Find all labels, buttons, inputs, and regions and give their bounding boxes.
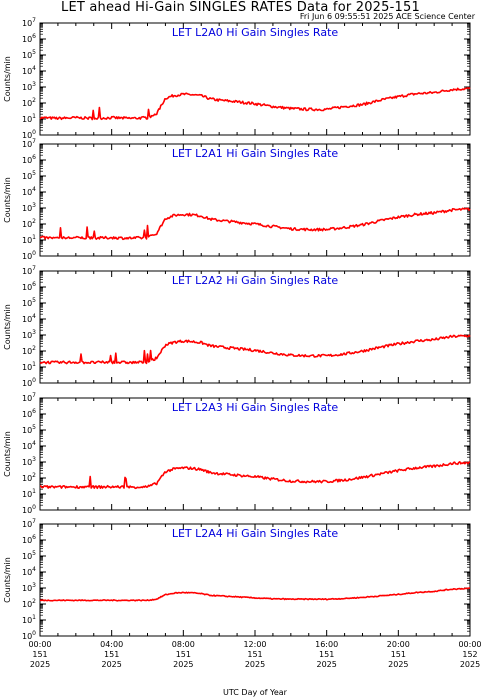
x-tick-label: 151 [247,650,262,659]
series-line [39,461,471,490]
y-tick-label: 106 [22,408,36,419]
panel-title: LET L2A4 Hi Gain Singles Rate [172,527,339,540]
x-tick-label: 151 [319,650,334,659]
y-tick-label: 105 [22,424,36,435]
x-tick-label: 2025 [316,660,336,669]
y-tick-label: 107 [22,265,36,276]
y-tick-label: 106 [22,534,36,545]
y-tick-label: 101 [22,488,36,499]
panel-frame [39,143,471,257]
y-tick-label: 102 [22,218,36,229]
x-tick-label: 20:00 [387,640,410,649]
x-tick-label: 2025 [30,660,50,669]
y-tick-label: 103 [22,582,36,593]
y-tick-label: 102 [22,472,36,483]
y-tick-label: 103 [22,81,36,92]
y-tick-label: 101 [22,113,36,124]
panel-frame [39,270,471,384]
y-tick-label: 104 [22,440,36,451]
x-tick-label: 2025 [173,660,193,669]
x-tick-label: 151 [176,650,191,659]
y-tick-label: 104 [22,566,36,577]
x-axis-label: UTC Day of Year [223,688,288,697]
x-tick-label: 2025 [245,660,265,669]
y-tick-label: 107 [22,518,36,529]
x-tick-label: 16:00 [315,640,338,649]
x-tick-label: 00:00 [458,640,481,649]
y-tick-label: 102 [22,345,36,356]
x-tick-label: 12:00 [243,640,266,649]
x-tick-label: 2025 [460,660,480,669]
x-tick-label: 151 [32,650,47,659]
panel-0: 100 101 102 103 104 105 106 107 Counts/min LET L2… [3,17,471,140]
x-tick-label: 151 [391,650,406,659]
y-tick-label: 106 [22,154,36,165]
x-tick-label: 152 [462,650,477,659]
x-tick-label: 08:00 [172,640,195,649]
y-axis-label: Counts/min [3,557,12,603]
y-tick-label: 100 [22,129,36,140]
y-tick-label: 101 [22,361,36,372]
x-tick-label: 00:00 [28,640,51,649]
panel-frame [39,523,471,637]
x-tick-label: 04:00 [100,640,123,649]
y-tick-label: 105 [22,170,36,181]
x-tick-label: 2025 [388,660,408,669]
x-tick-label: 2025 [101,660,121,669]
panel-title: LET L2A1 Hi Gain Singles Rate [172,147,339,160]
y-tick-label: 100 [22,630,36,641]
y-tick-label: 103 [22,456,36,467]
y-axis-label: Counts/min [3,304,12,350]
series-line [39,587,470,602]
y-tick-label: 107 [22,392,36,403]
y-tick-label: 105 [22,49,36,60]
y-tick-label: 105 [22,297,36,308]
y-tick-label: 101 [22,614,36,625]
panel-3: 100 101 102 103 104 105 106 107 Counts/min LET L2… [3,392,471,515]
y-tick-label: 106 [22,281,36,292]
y-tick-label: 107 [22,138,36,149]
y-axis-label: Counts/min [3,56,12,102]
chart-title: LET ahead Hi-Gain SINGLES RATES Data for… [61,0,420,15]
panel-frame [39,397,471,511]
y-tick-label: 100 [22,504,36,515]
y-tick-label: 107 [22,17,36,28]
panel-2: 100 101 102 103 104 105 106 107 Counts/min LET L2… [3,265,471,388]
y-tick-label: 104 [22,65,36,76]
y-axis-label: Counts/min [3,431,12,477]
panel-title: LET L2A3 Hi Gain Singles Rate [172,401,339,414]
panel-1: 100 101 102 103 104 105 106 107 Counts/min LET L2… [3,138,471,261]
x-tick-label: 151 [104,650,119,659]
series-line [39,207,471,241]
panel-4: 100 101 102 103 104 105 106 107 Counts/min LET L2… [3,518,471,641]
y-tick-label: 106 [22,33,36,44]
y-tick-label: 102 [22,97,36,108]
y-tick-label: 104 [22,313,36,324]
y-tick-label: 100 [22,250,36,261]
y-tick-label: 104 [22,186,36,197]
y-tick-label: 101 [22,234,36,245]
panel-title: LET L2A2 Hi Gain Singles Rate [172,274,339,287]
series-line [39,334,471,365]
chart-subtitle: Fri Jun 6 09:55:51 2025 ACE Science Cent… [299,12,475,21]
series-line [39,87,471,121]
y-axis-label: Counts/min [3,177,12,223]
panel-title: LET L2A0 Hi Gain Singles Rate [172,26,339,39]
y-tick-label: 100 [22,377,36,388]
y-tick-label: 105 [22,550,36,561]
y-tick-label: 103 [22,202,36,213]
y-tick-label: 102 [22,598,36,609]
y-tick-label: 103 [22,329,36,340]
